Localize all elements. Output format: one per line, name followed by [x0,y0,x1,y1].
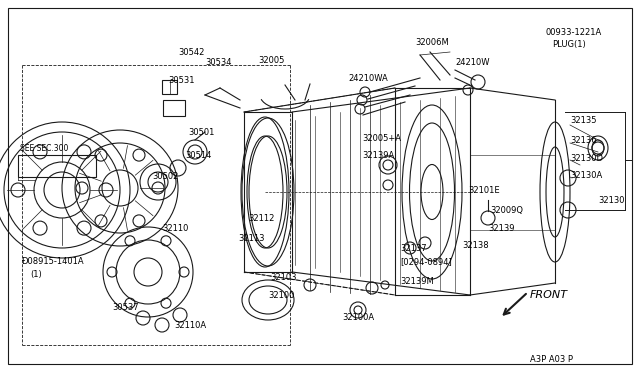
Text: 30501: 30501 [188,128,214,137]
Text: 32136: 32136 [570,135,596,144]
Text: 30502: 30502 [152,171,179,180]
Text: 32009Q: 32009Q [490,205,523,215]
Text: PLUG(1): PLUG(1) [552,39,586,48]
Text: 32006M: 32006M [415,38,449,46]
Text: 32005+A: 32005+A [362,134,401,142]
Text: (1): (1) [30,269,42,279]
Text: 32005: 32005 [258,55,284,64]
Text: 32100: 32100 [268,291,294,299]
Text: 24210WA: 24210WA [348,74,388,83]
Text: 32130A: 32130A [570,170,602,180]
Text: 32130: 32130 [598,196,625,205]
Text: 30534: 30534 [205,58,232,67]
Text: 30542: 30542 [178,48,204,57]
Text: 30531: 30531 [168,76,195,84]
Bar [163,100,185,116]
Text: SEE SEC.300: SEE SEC.300 [20,144,68,153]
Text: 32103: 32103 [270,273,296,282]
Text: 32139A: 32139A [362,151,394,160]
Text: 30537: 30537 [112,304,139,312]
Text: Ð08915-1401A: Ð08915-1401A [22,257,84,266]
Text: 30514: 30514 [185,151,211,160]
Text: 00933-1221A: 00933-1221A [546,28,602,36]
Text: 32138: 32138 [462,241,488,250]
Text: 32100A: 32100A [342,314,374,323]
Text: 32139: 32139 [488,224,515,232]
Text: 32135: 32135 [570,115,596,125]
Text: 32112: 32112 [248,214,275,222]
Bar [18,155,96,177]
Text: 32130D: 32130D [570,154,603,163]
Text: 32113: 32113 [238,234,264,243]
Text: A3P A03 P: A3P A03 P [530,356,573,365]
Text: 32110: 32110 [162,224,188,232]
Text: 32139M: 32139M [400,278,434,286]
Text: FRONT: FRONT [530,290,568,300]
Text: 24210W: 24210W [455,58,490,67]
Text: [0294-0894]: [0294-0894] [400,257,452,266]
Text: 32137: 32137 [400,244,427,253]
Text: 32101E: 32101E [468,186,500,195]
Text: 32110A: 32110A [174,321,206,330]
Bar [162,80,177,94]
